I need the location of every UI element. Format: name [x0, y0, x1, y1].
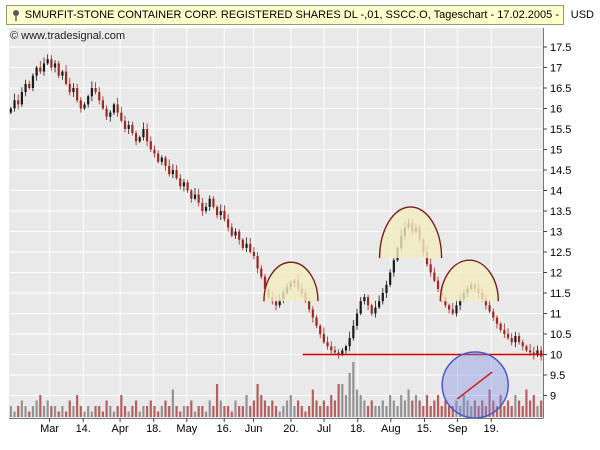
y-axis-label: 12.5: [550, 247, 571, 259]
right-shoulder-arc-annotation: [439, 259, 500, 302]
instrument-title: SMURFIT-STONE CONTAINER CORP. REGISTERED…: [24, 9, 559, 21]
axes: 17.5 17 16.5 16 15.5 15 14.5 14 13.5 13 12.5 12 11.5…: [9, 28, 571, 435]
x-axis-label: Sep: [448, 423, 468, 435]
y-axis-label: 11: [550, 309, 561, 321]
y-axis-label: 14: [550, 186, 562, 198]
y-axis-label: 10.5: [550, 329, 571, 341]
annotations: [263, 206, 543, 419]
x-axis-label: Mar: [40, 423, 59, 435]
x-axis-label: May: [176, 423, 197, 435]
currency-label: USD: [570, 9, 594, 21]
y-axis-label: 13.5: [550, 206, 571, 218]
x-axis-label: 18.: [146, 423, 161, 435]
x-axis-label: 16.: [217, 423, 232, 435]
y-axis-label: 11.5: [550, 288, 571, 300]
x-axis-label: Jun: [245, 423, 263, 435]
y-axis-label: 14.5: [550, 165, 571, 177]
title-bar: SMURFIT-STONE CONTAINER CORP. REGISTERED…: [6, 5, 564, 25]
gridlines: [9, 28, 543, 418]
y-axis-label: 13: [550, 227, 562, 239]
plot-background: [9, 28, 543, 418]
x-axis-label: Jul: [317, 423, 331, 435]
y-axis-label: 12: [550, 268, 562, 280]
pin-icon: [13, 9, 19, 21]
y-axis-label: 9: [550, 391, 556, 403]
watermark-copyright: © www.tradesignal.com: [10, 30, 126, 42]
x-axis-label: Aug: [381, 423, 401, 435]
left-shoulder-arc-annotation: [263, 261, 319, 302]
y-axis-label: 17: [550, 63, 562, 75]
y-axis-label: 17.5: [550, 42, 571, 54]
y-axis-label: 16.5: [550, 83, 571, 95]
y-axis-label: 15.5: [550, 124, 571, 136]
x-axis-label: 15.: [417, 423, 432, 435]
y-axis-label: 15: [550, 145, 562, 157]
x-axis-label: 19.: [484, 423, 499, 435]
x-axis-label: 14.: [76, 423, 91, 435]
head-arc-annotation: [378, 206, 443, 259]
y-axis-label: 16: [550, 104, 562, 116]
x-axis-label: 18.: [350, 423, 365, 435]
circle-trend-line: [456, 371, 493, 400]
x-axis-label: 20.: [283, 423, 298, 435]
y-axis-label: 9.5: [550, 370, 565, 382]
y-axis-label: 10: [550, 350, 562, 362]
x-axis-label: Apr: [112, 423, 129, 435]
volume-bars: [9, 362, 543, 417]
